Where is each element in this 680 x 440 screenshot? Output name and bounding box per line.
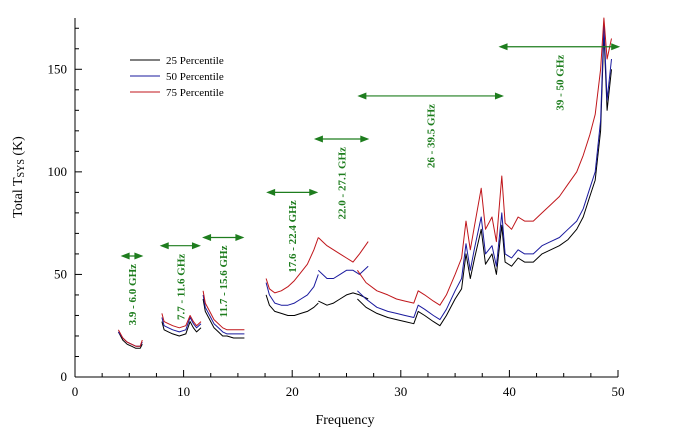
band-label: 11.7 - 15.6 GHz <box>218 245 230 317</box>
y-axis-title-subscript: SYS <box>16 159 27 177</box>
plot-area <box>118 18 611 348</box>
band-arrow-head-right <box>495 92 504 99</box>
y-axis-title: Total TSYS (K) <box>11 136 27 218</box>
x-tick-label: 50 <box>612 384 625 399</box>
series-line-25-percentile <box>357 32 611 325</box>
series-line-25-percentile <box>318 293 368 305</box>
series-line-75-percentile <box>318 238 368 263</box>
band-arrow-head-left <box>160 242 169 249</box>
x-tick-label: 20 <box>286 384 299 399</box>
band-arrow-head-right <box>309 189 318 196</box>
band-label: 39 - 50 GHz <box>554 55 566 111</box>
x-tick-label: 0 <box>72 384 79 399</box>
x-axis-title: Frequency <box>315 413 374 428</box>
x-tick-label: 10 <box>177 384 190 399</box>
legend-label-50-percentile: 50 Percentile <box>166 71 224 83</box>
y-axis-title-suffix: (K) <box>11 136 26 159</box>
band-label: 26 - 39.5 GHz <box>426 104 438 168</box>
band-arrow-head-right <box>611 43 620 50</box>
band-label: 22.0 - 27.1 GHz <box>337 147 349 220</box>
band-arrow-head-left <box>202 234 211 241</box>
band-arrow-head-left <box>266 189 275 196</box>
series-line-50-percentile <box>266 274 318 305</box>
y-tick-label: 0 <box>61 369 68 384</box>
y-axis-title-prefix: Total T <box>11 177 26 218</box>
band-arrow-head-left <box>121 252 130 259</box>
band-arrow-head-right <box>134 252 143 259</box>
band-arrow-head-left <box>314 136 323 143</box>
x-tick-label: 30 <box>394 384 407 399</box>
band-arrow-head-right <box>192 242 201 249</box>
band-arrow-head-left <box>499 43 508 50</box>
x-tick-label: 40 <box>503 384 516 399</box>
band-arrow-head-right <box>235 234 244 241</box>
series-line-75-percentile <box>357 18 611 305</box>
band-label: 7.7 - 11.6 GHz <box>175 254 187 320</box>
y-tick-label: 100 <box>48 164 68 179</box>
series-line-50-percentile <box>357 24 611 319</box>
band-label: 17.6 - 22.4 GHz <box>287 200 299 273</box>
band-arrow-head-left <box>357 92 366 99</box>
y-tick-label: 150 <box>48 61 68 76</box>
y-tick-label: 50 <box>54 266 67 281</box>
series-line-50-percentile <box>318 266 368 278</box>
series-line-25-percentile <box>266 295 318 316</box>
band-label: 3.9 - 6.0 GHz <box>127 264 139 326</box>
band-annotations: 3.9 - 6.0 GHz 7.7 - 11.6 GHz 11.7 - 15.6 G… <box>121 43 621 325</box>
legend-label-75-percentile: 75 Percentile <box>166 87 224 99</box>
band-arrow-head-right <box>360 136 369 143</box>
legend: 25 Percentile 50 Percentile 75 Percentile <box>130 55 224 99</box>
legend-label-25-percentile: 25 Percentile <box>166 55 224 67</box>
